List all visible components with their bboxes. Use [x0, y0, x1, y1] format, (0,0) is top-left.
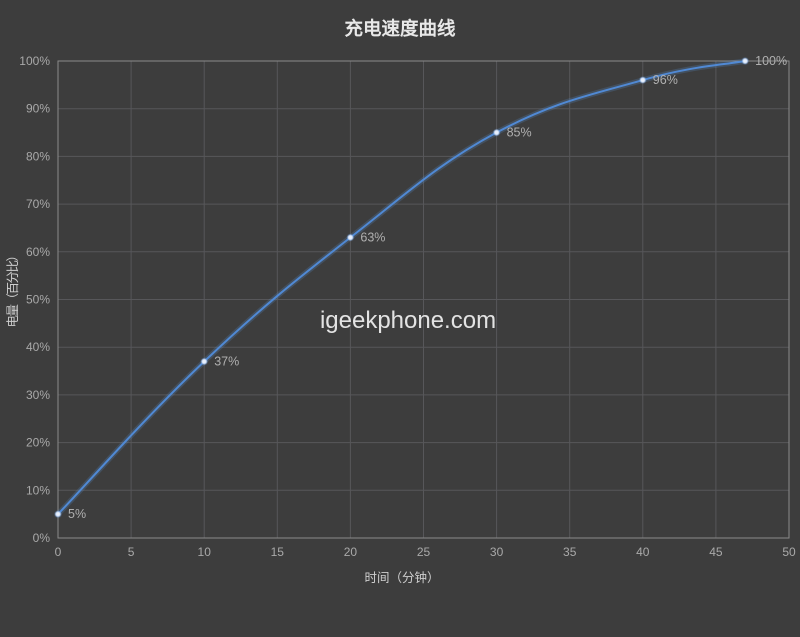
svg-text:60%: 60% — [26, 245, 50, 259]
svg-text:5%: 5% — [68, 507, 86, 521]
svg-text:50: 50 — [782, 545, 796, 559]
svg-text:igeekphone.com: igeekphone.com — [320, 307, 496, 334]
svg-text:96%: 96% — [653, 73, 678, 87]
svg-text:10%: 10% — [26, 483, 50, 497]
svg-text:80%: 80% — [26, 149, 50, 163]
svg-text:40: 40 — [636, 545, 650, 559]
svg-text:35: 35 — [563, 545, 577, 559]
svg-text:63%: 63% — [360, 230, 385, 244]
svg-text:45: 45 — [709, 545, 723, 559]
svg-text:85%: 85% — [507, 126, 532, 140]
svg-text:25: 25 — [417, 545, 431, 559]
svg-text:0: 0 — [55, 545, 62, 559]
svg-text:70%: 70% — [26, 197, 50, 211]
svg-text:30%: 30% — [26, 388, 50, 402]
svg-text:50%: 50% — [26, 293, 50, 307]
svg-text:100%: 100% — [755, 54, 787, 68]
svg-text:100%: 100% — [19, 54, 50, 68]
svg-text:30: 30 — [490, 545, 504, 559]
svg-text:5: 5 — [128, 545, 135, 559]
svg-text:20: 20 — [344, 545, 358, 559]
svg-text:40%: 40% — [26, 340, 50, 354]
svg-text:0%: 0% — [33, 531, 51, 545]
svg-text:时间（分钟）: 时间（分钟） — [364, 570, 439, 585]
svg-text:电量（百分比）: 电量（百分比） — [6, 250, 20, 327]
svg-text:37%: 37% — [214, 355, 239, 369]
svg-text:90%: 90% — [26, 102, 50, 116]
svg-text:15: 15 — [271, 545, 285, 559]
svg-text:20%: 20% — [26, 436, 50, 450]
svg-text:10: 10 — [198, 545, 212, 559]
